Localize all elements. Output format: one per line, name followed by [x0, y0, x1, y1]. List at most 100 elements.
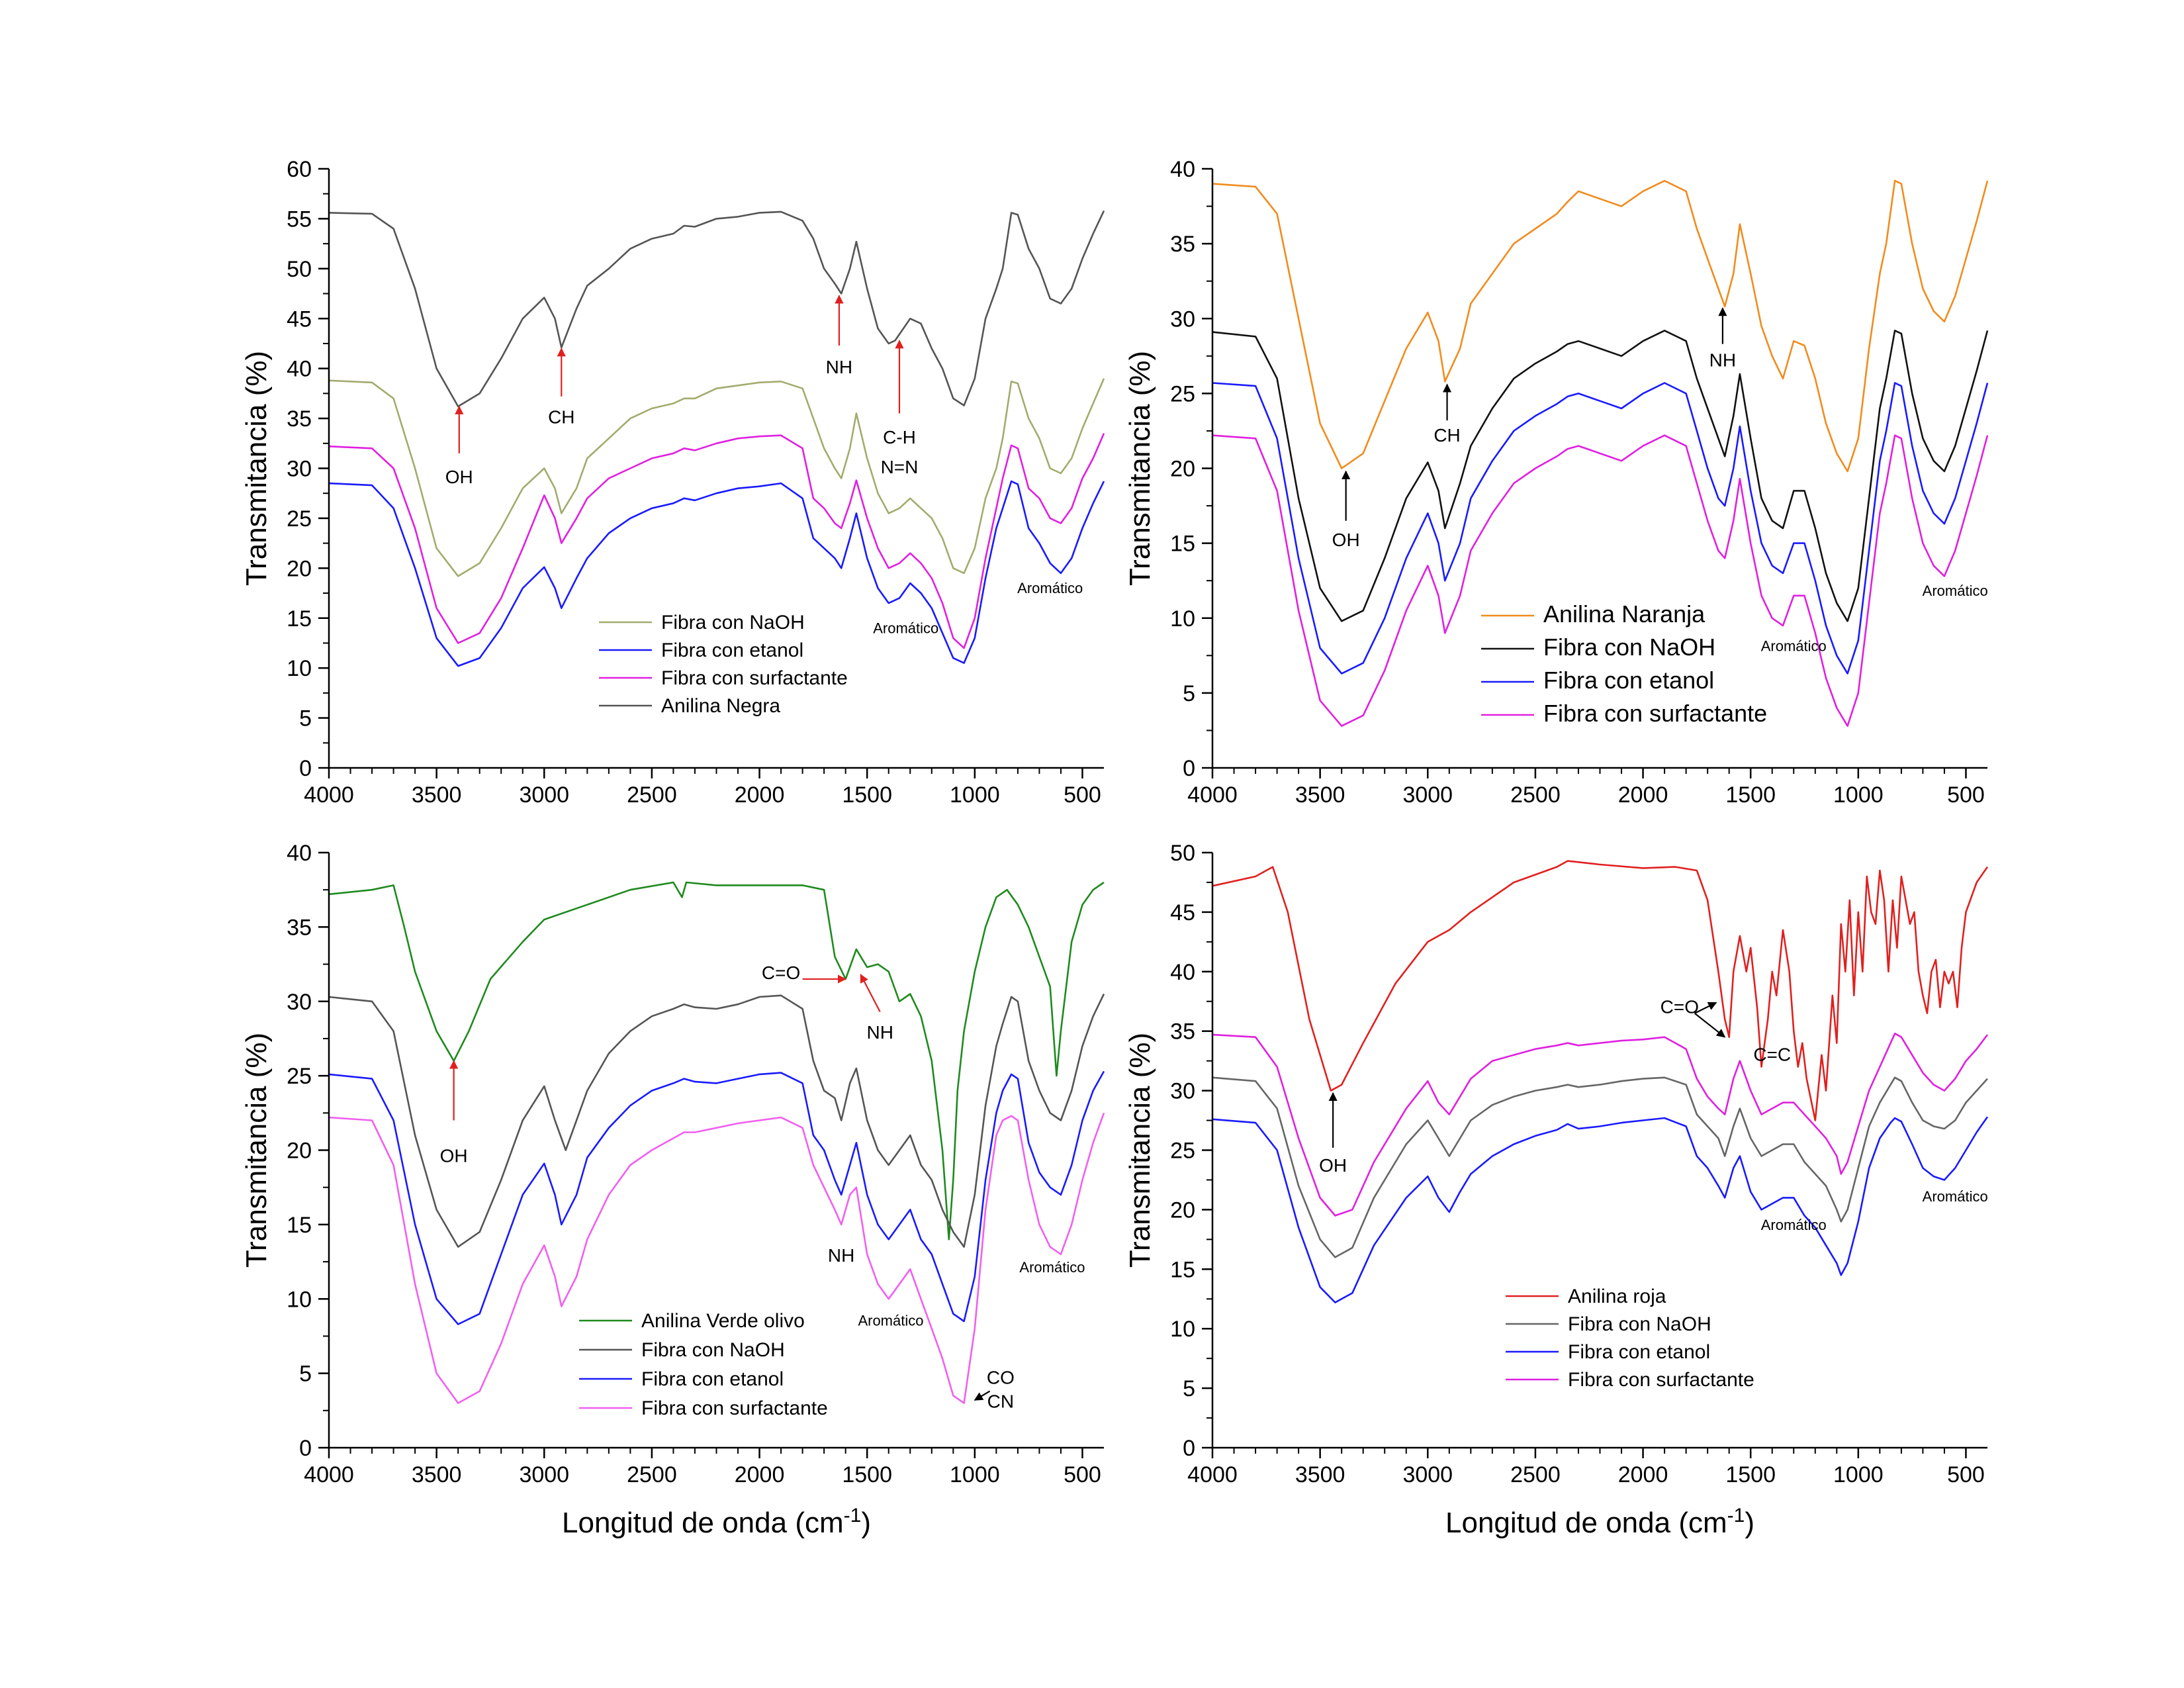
y-tick-label: 20 [287, 1139, 312, 1164]
y-tick-label: 0 [1183, 756, 1195, 781]
x-tick-label: 2500 [1510, 1462, 1561, 1487]
legend-label: Fibra con etanol [1568, 1341, 1710, 1363]
series-line-3 [1212, 382, 1989, 675]
x-tick-label: 2500 [1510, 782, 1561, 808]
series-line-1 [328, 881, 1105, 1241]
y-axis-title: Transmitancia (%) [240, 1033, 273, 1268]
y-tick-label: 5 [1183, 681, 1195, 706]
legend-label: Fibra con etanol [641, 1368, 784, 1390]
annotation-label: Aromático [1761, 638, 1827, 655]
legend-label: Fibra con NaOH [1568, 1313, 1711, 1335]
x-tick-label: 3500 [1295, 782, 1345, 808]
annotation-label: N=N [881, 457, 919, 477]
legend-label: Fibra con surfactante [641, 1397, 828, 1419]
series-line-1 [1212, 179, 1989, 473]
x-tick-label: 3000 [519, 1462, 569, 1487]
legend-label: Anilina Verde olivo [641, 1310, 805, 1332]
y-tick-label: 10 [1170, 1317, 1195, 1342]
y-tick-label: 20 [287, 556, 312, 581]
y-tick-label: 0 [299, 756, 312, 781]
annotation-label: Aromático [1017, 580, 1083, 596]
annotation-label: OH [1319, 1155, 1347, 1176]
x-tick-label: 1000 [950, 782, 1000, 808]
y-tick-label: 15 [287, 1213, 312, 1238]
y-tick-label: 5 [299, 1362, 312, 1387]
y-tick-label: 15 [287, 606, 312, 632]
x-tick-label: 3000 [1402, 1462, 1453, 1487]
legend-label: Fibra con surfactante [1568, 1369, 1754, 1391]
y-tick-label: 30 [287, 457, 312, 482]
x-tick-label: 3000 [1402, 782, 1453, 808]
x-axis-title: Longitud de onda (cm-1) [1445, 1505, 1754, 1539]
y-tick-label: 20 [1170, 1197, 1195, 1223]
legend-label: Fibra con surfactante [1543, 700, 1767, 727]
y-tick-label: 25 [1170, 381, 1195, 406]
annotation-label: CH [1433, 425, 1460, 445]
x-tick-label: 1000 [1833, 1462, 1884, 1487]
annotation-label: CN [987, 1391, 1014, 1411]
annotation-label: C=C [1753, 1045, 1791, 1065]
x-tick-label: 2000 [735, 782, 785, 808]
legend-label: Fibra con etanol [1543, 667, 1714, 694]
y-tick-label: 30 [1170, 1079, 1195, 1104]
annotation-label: NH [828, 1245, 854, 1266]
y-tick-label: 35 [1170, 1019, 1195, 1045]
series-line-2 [328, 993, 1105, 1248]
x-tick-label: 2000 [735, 1462, 785, 1487]
x-tick-label: 2500 [627, 782, 677, 808]
annotation-label: OH [1332, 530, 1360, 550]
y-tick-label: 35 [287, 406, 312, 432]
y-tick-label: 50 [1170, 841, 1195, 866]
annotation-label: Aromático [1923, 583, 1988, 599]
x-tick-label: 4000 [304, 782, 354, 808]
x-tick-label: 4000 [1187, 1462, 1238, 1487]
x-tick-label: 1500 [1725, 782, 1776, 808]
y-axis-title: Transmitancia (%) [1124, 351, 1156, 586]
y-tick-label: 30 [1170, 306, 1195, 332]
y-tick-label: 15 [1170, 532, 1195, 557]
y-tick-label: 5 [1183, 1376, 1195, 1401]
legend-label: Anilina Naranja [1543, 600, 1706, 628]
y-tick-label: 40 [1170, 960, 1195, 985]
annotation-label: OH [440, 1145, 468, 1166]
legend-label: Fibra con surfactante [661, 667, 848, 689]
y-tick-label: 45 [1170, 900, 1195, 925]
x-tick-label: 1000 [1833, 782, 1884, 808]
series-line-3 [328, 433, 1105, 649]
x-tick-label: 2500 [627, 1462, 677, 1487]
x-tick-label: 500 [1947, 782, 1985, 808]
y-tick-label: 35 [1170, 232, 1195, 257]
annotation-arrow [974, 1390, 991, 1401]
annotation-arrow [1694, 1012, 1726, 1038]
annotation-label: OH [445, 467, 473, 487]
series-line-4 [1212, 434, 1989, 727]
y-tick-label: 40 [1170, 157, 1195, 182]
annotation-label: NH [866, 1022, 893, 1043]
annotation-label: NH [826, 357, 852, 377]
annotation-label: Aromático [873, 620, 938, 636]
annotation-arrow [1694, 1002, 1717, 1014]
y-tick-label: 15 [1170, 1257, 1195, 1282]
panel-4: 0 5 10 15 20 25 30 35 40 45 50 4000 3500 3000 2500 2000… [1124, 841, 1989, 1539]
y-tick-label: 45 [287, 306, 312, 332]
y-tick-label: 25 [287, 1064, 312, 1089]
annotation-label: C=O [762, 962, 800, 983]
y-tick-label: 0 [299, 1436, 312, 1461]
series-line-2 [1212, 1033, 1989, 1217]
annotation-label: Aromático [1019, 1259, 1085, 1276]
x-tick-label: 1500 [842, 1462, 892, 1487]
annotation-label: CH [548, 407, 574, 428]
annotation-label: Aromático [858, 1313, 923, 1329]
x-axis-title: Longitud de onda (cm-1) [562, 1505, 871, 1539]
y-tick-label: 40 [287, 841, 312, 866]
series-line-4 [328, 1112, 1105, 1404]
x-tick-label: 3500 [412, 1462, 462, 1487]
annotation-label: CO [987, 1367, 1015, 1387]
x-tick-label: 500 [1064, 782, 1101, 808]
legend-label: Fibra con NaOH [641, 1339, 785, 1361]
annotation-label: NH [1709, 350, 1736, 371]
y-tick-label: 55 [287, 207, 312, 232]
series-line-3 [328, 1070, 1105, 1325]
series-line-2 [328, 378, 1105, 577]
